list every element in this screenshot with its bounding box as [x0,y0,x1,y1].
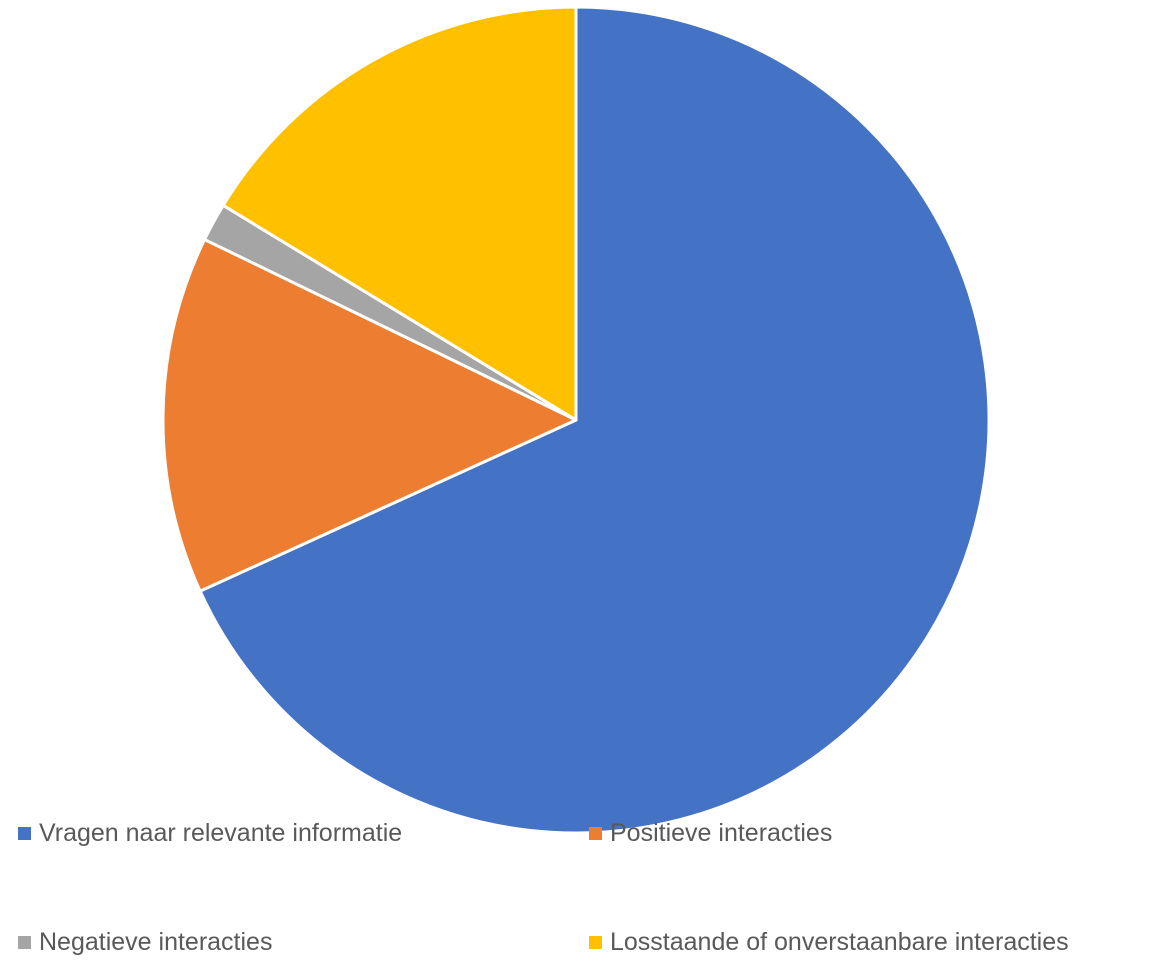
pie-slice-vragen [198,5,991,835]
pie-slice-losstaande [221,5,578,422]
pie-slices [161,5,991,835]
pie-slice-positieve [161,237,578,593]
